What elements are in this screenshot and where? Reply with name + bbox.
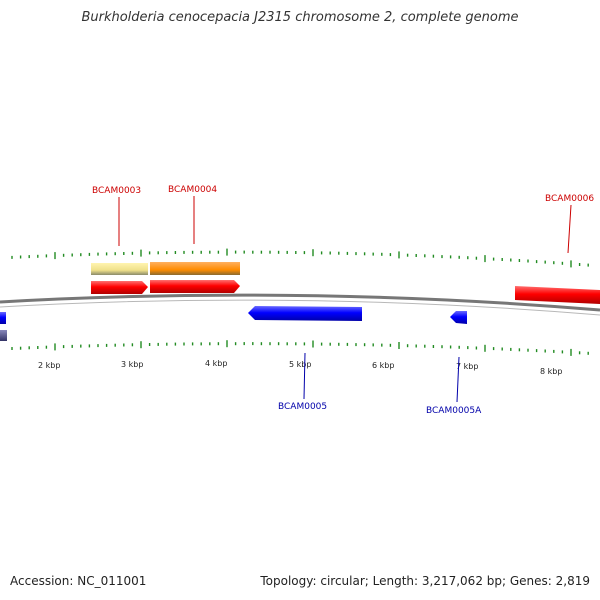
gene-arrow-bcam0003[interactable] [91,281,148,294]
gene-label-leaders [118,196,572,403]
gene-arrow-bcam0006[interactable] [515,286,600,304]
gene-label-bcam0005a[interactable]: BCAM0005A [426,406,482,416]
scale-labels: 2 kbp 3 kbp 4 kbp 5 kbp 6 kbp 7 kbp 8 kbp [38,359,562,376]
scale-label: 6 kbp [372,361,394,370]
inner-tick-marks [11,340,589,356]
gene-label-bcam0005[interactable]: BCAM0005 [278,402,327,412]
genome-backbone [0,293,600,312]
pale-feature-bar[interactable] [91,263,148,275]
gene-bar-left-edge[interactable] [0,312,6,324]
outer-tick-marks [11,248,589,268]
orange-feature-bar[interactable] [150,262,240,275]
gene-bar-left-edge-dim[interactable] [0,330,7,341]
scale-label: 2 kbp [38,361,60,370]
gene-arrow-bcam0004[interactable] [150,280,240,293]
scale-label: 7 kbp [456,362,478,371]
scale-label: 3 kbp [121,360,143,369]
gene-label-bcam0003[interactable]: BCAM0003 [92,186,141,196]
map-title: Burkholderia cenocepacia J2315 chromosom… [81,10,519,25]
gene-arrow-bcam0005a[interactable] [450,311,467,324]
scale-label: 4 kbp [205,359,227,368]
gene-arrow-bcam0005[interactable] [248,306,362,321]
gene-label-bcam0004[interactable]: BCAM0004 [168,185,217,195]
accession-label: Accession: NC_011001 [10,574,147,588]
gene-label-bcam0006[interactable]: BCAM0006 [545,194,594,204]
genome-backbone-inner [0,299,600,316]
genome-summary-label: Topology: circular; Length: 3,217,062 bp… [260,574,590,588]
scale-label: 5 kbp [289,360,311,369]
scale-label: 8 kbp [540,367,562,376]
